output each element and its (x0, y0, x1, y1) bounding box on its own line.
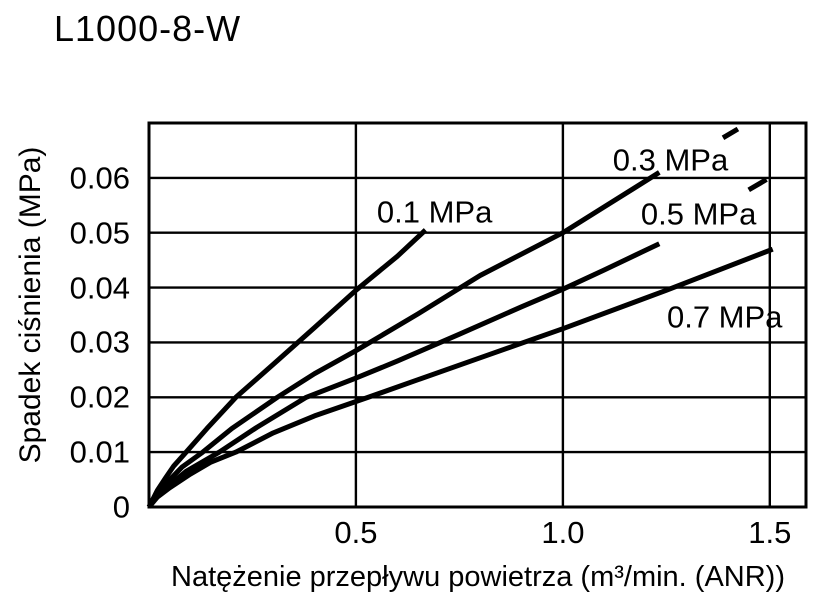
y-tick-label-0.02: 0.02 (69, 379, 130, 415)
y-axis-label: Spadek ciśnienia (MPa) (14, 146, 47, 464)
chart-title: L1000-8-W (54, 8, 242, 49)
series-label-0-1-mpa: 0.1 MPa (376, 194, 493, 230)
series-label-0-3-mpa: 0.3 MPa (612, 142, 729, 178)
x-tick-label-1.5: 1.5 (748, 515, 792, 550)
series-label-0-5-mpa: 0.5 MPa (640, 196, 757, 231)
curve-0-3-mpa (146, 170, 661, 509)
y-tick-label-0.01: 0.01 (69, 434, 130, 470)
y-tick-label-0.04: 0.04 (69, 270, 130, 306)
curve-dash-0-5-mpa (747, 177, 768, 193)
y-tick-label-0: 0 (112, 489, 130, 525)
x-tick-label-1.0: 1.0 (541, 515, 585, 550)
y-tick-label-0.03: 0.03 (69, 324, 130, 360)
curve-dash-0-3-mpa (721, 126, 740, 140)
x-tick-label-0.5: 0.5 (334, 515, 378, 550)
curve-0-7-mpa (147, 246, 774, 509)
plot-border (147, 121, 808, 509)
y-tick-label-0.05: 0.05 (69, 215, 130, 251)
series-label-0-7-mpa: 0.7 MPa (666, 299, 783, 335)
curve-0-5-mpa (147, 241, 661, 509)
y-tick-label-0.06: 0.06 (69, 160, 130, 196)
curve-0-1-mpa (146, 228, 428, 509)
x-axis-label: Natężenie przepływu powietrza (m³/min. (… (171, 561, 785, 593)
